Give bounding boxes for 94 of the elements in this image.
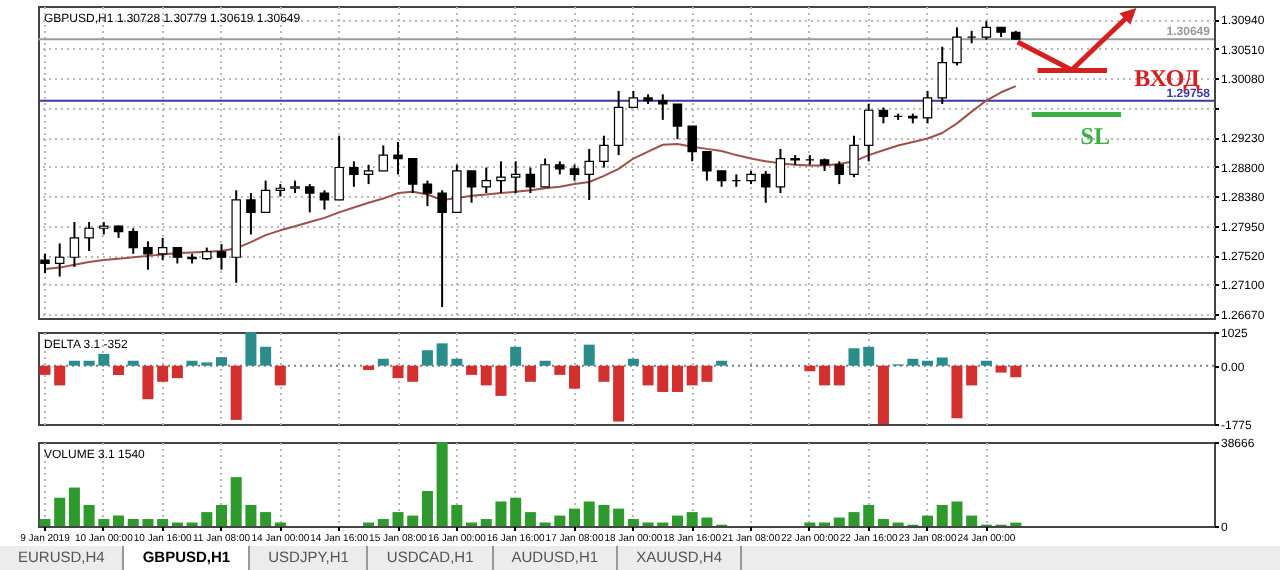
bar — [569, 508, 581, 526]
candlestick — [687, 125, 697, 163]
bar — [245, 332, 257, 366]
bar — [554, 365, 566, 375]
bar — [671, 365, 683, 392]
candlestick — [613, 89, 624, 157]
annotation: SL — [1080, 122, 1110, 150]
bar — [113, 515, 125, 526]
candlestick — [849, 134, 859, 179]
candlestick — [481, 166, 491, 195]
candlestick — [952, 26, 962, 67]
bar — [113, 365, 125, 375]
bar — [68, 360, 80, 366]
annotation: ВХОД — [1134, 64, 1202, 92]
candlestick — [702, 150, 712, 182]
bar — [877, 365, 889, 424]
line-series — [43, 85, 1017, 270]
bar — [922, 360, 934, 366]
candlestick — [393, 140, 403, 176]
candlestick — [834, 160, 845, 186]
bar — [377, 358, 389, 366]
bar — [157, 365, 169, 382]
candlestick — [466, 169, 477, 204]
candlestick — [922, 89, 933, 125]
candlestick — [981, 20, 992, 41]
bar — [215, 504, 228, 526]
candlestick — [775, 147, 786, 195]
candlestick — [260, 179, 271, 214]
bar — [598, 365, 610, 382]
bar — [510, 346, 522, 366]
bar — [936, 357, 948, 366]
candlestick — [128, 227, 138, 255]
candlestick — [510, 160, 521, 195]
bar — [510, 497, 522, 526]
bar — [613, 508, 625, 526]
bar — [819, 365, 831, 386]
bar — [539, 360, 551, 366]
bar — [215, 357, 228, 366]
bar — [951, 365, 963, 419]
candlestick — [40, 252, 50, 275]
bar — [524, 512, 536, 526]
candlestick — [349, 160, 359, 188]
candlestick — [54, 242, 65, 278]
candlestick — [69, 221, 80, 268]
bar — [627, 519, 639, 526]
bar — [833, 365, 845, 386]
candlestick — [540, 157, 550, 188]
candlestick — [246, 192, 256, 236]
candlestick — [452, 163, 462, 214]
candlestick — [157, 236, 168, 262]
bar — [716, 360, 728, 366]
candlestick — [143, 240, 153, 271]
candlestick — [216, 243, 227, 271]
candlestick — [378, 144, 389, 172]
bar — [980, 360, 992, 366]
candlestick — [658, 93, 668, 121]
bar — [966, 365, 978, 386]
bar — [421, 491, 433, 526]
candlestick — [863, 103, 874, 163]
bar — [260, 346, 272, 366]
bar — [569, 365, 581, 389]
bar — [230, 365, 242, 420]
candlestick — [422, 179, 433, 208]
candlestick — [761, 169, 771, 204]
bar — [524, 365, 536, 382]
bar — [260, 512, 272, 526]
bar — [966, 515, 978, 526]
bar — [466, 365, 478, 375]
candlestick — [672, 103, 683, 141]
bar — [922, 515, 934, 526]
bar — [671, 515, 683, 526]
candlestick — [525, 166, 536, 195]
candlestick — [437, 189, 447, 308]
bar — [68, 487, 80, 526]
bar — [142, 365, 154, 400]
candlestick — [363, 163, 374, 186]
candlestick — [305, 183, 315, 214]
candlestick — [319, 189, 330, 211]
bar — [421, 350, 433, 366]
candlestick — [584, 147, 594, 201]
bar — [627, 358, 639, 366]
candlestick — [334, 134, 344, 201]
candlestick — [937, 45, 947, 106]
bar — [157, 519, 169, 526]
candlestick — [599, 134, 609, 169]
candlestick — [84, 221, 94, 253]
bar — [127, 360, 139, 366]
candlestick — [496, 160, 506, 195]
bar — [613, 365, 625, 422]
bar — [877, 519, 889, 526]
bar — [274, 365, 286, 386]
bar — [583, 344, 595, 366]
candlestick — [407, 157, 418, 195]
bar — [171, 365, 183, 379]
